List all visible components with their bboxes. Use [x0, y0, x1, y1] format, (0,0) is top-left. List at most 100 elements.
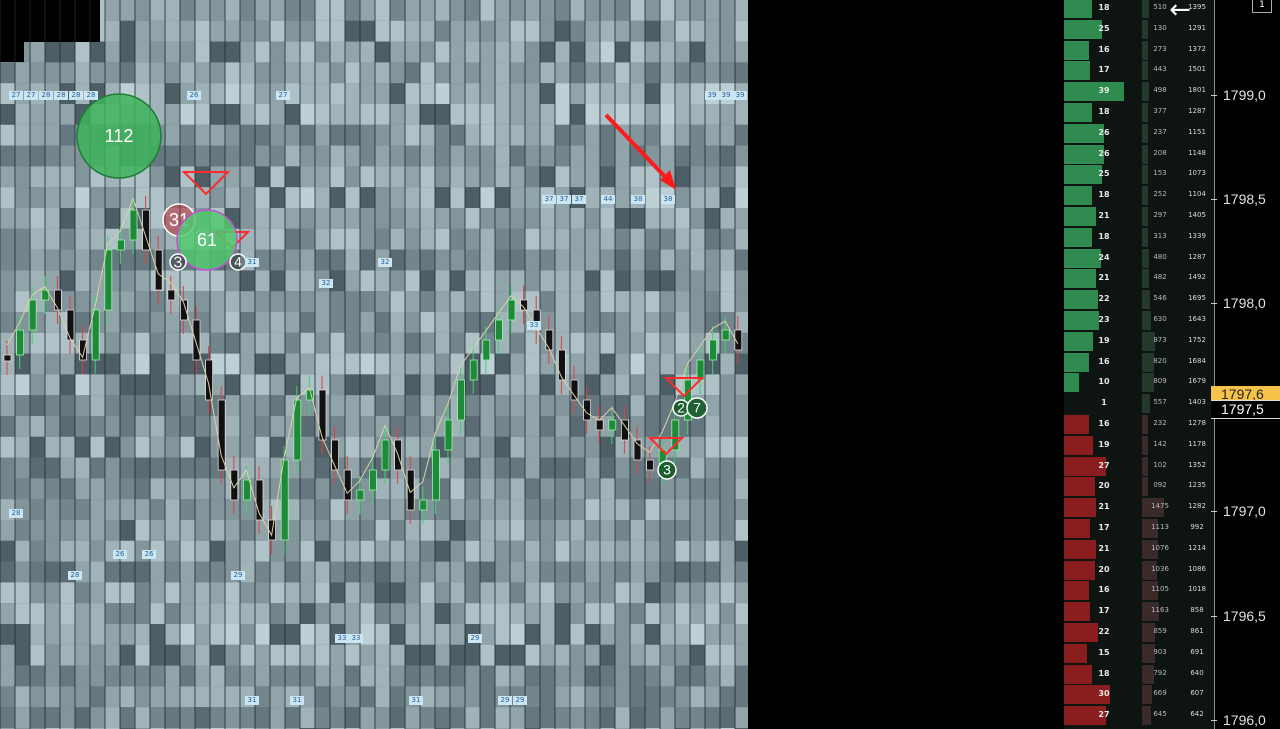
heat-cell	[345, 353, 360, 375]
heat-cell	[495, 416, 510, 437]
dom-row[interactable]: 21 482 1492	[1064, 268, 1214, 289]
annotation-arrow	[604, 113, 674, 186]
heat-cell	[330, 603, 345, 624]
heat-cell	[210, 312, 225, 333]
heat-cell	[255, 332, 270, 354]
dom-row[interactable]: 16 1105 1018	[1064, 580, 1214, 601]
heat-cell	[480, 312, 495, 333]
heat-cell	[465, 312, 480, 333]
dom-row[interactable]: 22 546 1695	[1064, 289, 1214, 310]
dom-size: 39	[1098, 86, 1110, 96]
dom-row[interactable]: 39 498 1801	[1064, 81, 1214, 102]
heat-cell	[705, 644, 720, 666]
heat-cell	[450, 0, 465, 21]
dom-row[interactable]: 30 669 607	[1064, 684, 1214, 705]
heat-cell	[375, 145, 390, 167]
dom-row[interactable]: 27 102 1352	[1064, 456, 1214, 476]
heat-cell	[30, 665, 45, 687]
candle-body	[444, 419, 453, 451]
heat-cell	[525, 520, 540, 541]
arrow-left-icon[interactable]: ←	[1169, 0, 1191, 25]
price-axis[interactable]: 1799,0 1798,5 1798,0 1797,0 1796,5 1796,0 1797…	[1211, 0, 1280, 729]
dom-row[interactable]: 23 630 1643	[1064, 310, 1214, 330]
heat-cell	[255, 624, 270, 645]
dom-row[interactable]: 26 208 1148	[1064, 144, 1214, 164]
heat-cell	[690, 270, 705, 292]
dom-row[interactable]: 18 252 1104	[1064, 185, 1214, 206]
dom-row[interactable]: 18 792 640	[1064, 664, 1214, 684]
volume-bubble-value: 7	[693, 400, 701, 416]
dom-row[interactable]: 24 480 1287	[1064, 248, 1214, 268]
heat-cell	[450, 624, 465, 645]
heat-cell	[735, 582, 748, 604]
dom-row[interactable]: 18 377 1287	[1064, 102, 1214, 122]
heat-cell	[330, 41, 345, 63]
heat-cell	[60, 686, 75, 708]
heat-cell	[405, 145, 420, 167]
dom-size: 25	[1098, 23, 1110, 33]
heat-cell	[645, 166, 660, 188]
dom-row[interactable]: 17 1113 992	[1064, 518, 1214, 538]
dom-volume-bar	[1142, 123, 1148, 143]
dom-row[interactable]: 22 859 861	[1064, 622, 1214, 642]
heat-cell	[705, 270, 720, 292]
dom-row[interactable]: 19 873 1752	[1064, 331, 1214, 351]
heat-cell	[150, 0, 165, 21]
dom-ladder[interactable]: 18 510 1395 25 130 1291 16 273 1372 17 443 1501 39 49…	[1064, 0, 1214, 729]
dom-row[interactable]: 21 1475 1282	[1064, 497, 1214, 518]
dom-row[interactable]: 21 297 1405	[1064, 206, 1214, 226]
heat-cell	[555, 145, 570, 167]
heat-cell	[495, 41, 510, 63]
heat-cell	[165, 624, 180, 645]
dom-row[interactable]: 27 645 642	[1064, 705, 1214, 726]
heat-cell	[360, 436, 375, 458]
heat-cell	[630, 166, 645, 188]
heat-cell	[570, 582, 585, 604]
heat-cell	[225, 20, 240, 42]
corner-button[interactable]: 1	[1252, 0, 1272, 13]
heat-cell	[720, 416, 735, 437]
chart-empty-area[interactable]	[748, 0, 1064, 729]
heat-cell	[0, 707, 15, 728]
heat-cell	[570, 603, 585, 624]
volume-bubble-value: 112	[105, 126, 134, 146]
dom-row[interactable]: 17 443 1501	[1064, 60, 1214, 81]
heat-cell	[600, 291, 615, 312]
heat-cell	[405, 83, 420, 104]
dom-row[interactable]: 20 092 1235	[1064, 476, 1214, 497]
heat-cell	[90, 395, 105, 416]
dom-row[interactable]: 16 820 1684	[1064, 352, 1214, 372]
dom-row[interactable]: 17 1163 858	[1064, 601, 1214, 622]
dom-row[interactable]: 25 130 1291	[1064, 19, 1214, 39]
dom-row[interactable]: 16 232 1278	[1064, 414, 1214, 434]
dom-row[interactable]: 15 903 691	[1064, 643, 1214, 663]
heat-cell	[705, 707, 720, 728]
dom-volume-bar	[1142, 248, 1149, 268]
dom-row[interactable]: 20 1036 1086	[1064, 560, 1214, 580]
dom-row[interactable]: 16 273 1372	[1064, 40, 1214, 60]
dom-volume: 873	[1153, 335, 1167, 344]
dom-row[interactable]: 21 1076 1214	[1064, 539, 1214, 559]
dom-row[interactable]: 1 557 1403	[1064, 393, 1214, 414]
heat-cell	[735, 644, 748, 666]
heat-cell	[360, 228, 375, 250]
heat-cell	[600, 228, 615, 250]
dom-row[interactable]: 25 153 1073	[1064, 164, 1214, 185]
heat-cell	[75, 228, 90, 250]
dom-row[interactable]: 18 510 1395	[1064, 0, 1214, 18]
dom-row[interactable]: 26 237 1151	[1064, 123, 1214, 143]
heat-cell	[330, 145, 345, 167]
heat-cell	[150, 644, 165, 666]
heat-cell	[90, 416, 105, 437]
heat-cell	[405, 353, 420, 375]
heat-cell	[150, 707, 165, 728]
heat-cell	[285, 124, 300, 146]
heat-cell	[75, 499, 90, 520]
dom-row[interactable]: 18 313 1339	[1064, 227, 1214, 247]
dom-row[interactable]: 19 142 1178	[1064, 435, 1214, 455]
heat-cell	[15, 707, 30, 728]
heat-cell	[525, 561, 540, 583]
dom-row[interactable]: 10 809 1679	[1064, 372, 1214, 393]
order-book-heatmap[interactable]: 112 31 61 3 4 2 7 3 27 27 28 28 28 28 26 27 39 39 39 37 37 3…	[0, 0, 748, 729]
